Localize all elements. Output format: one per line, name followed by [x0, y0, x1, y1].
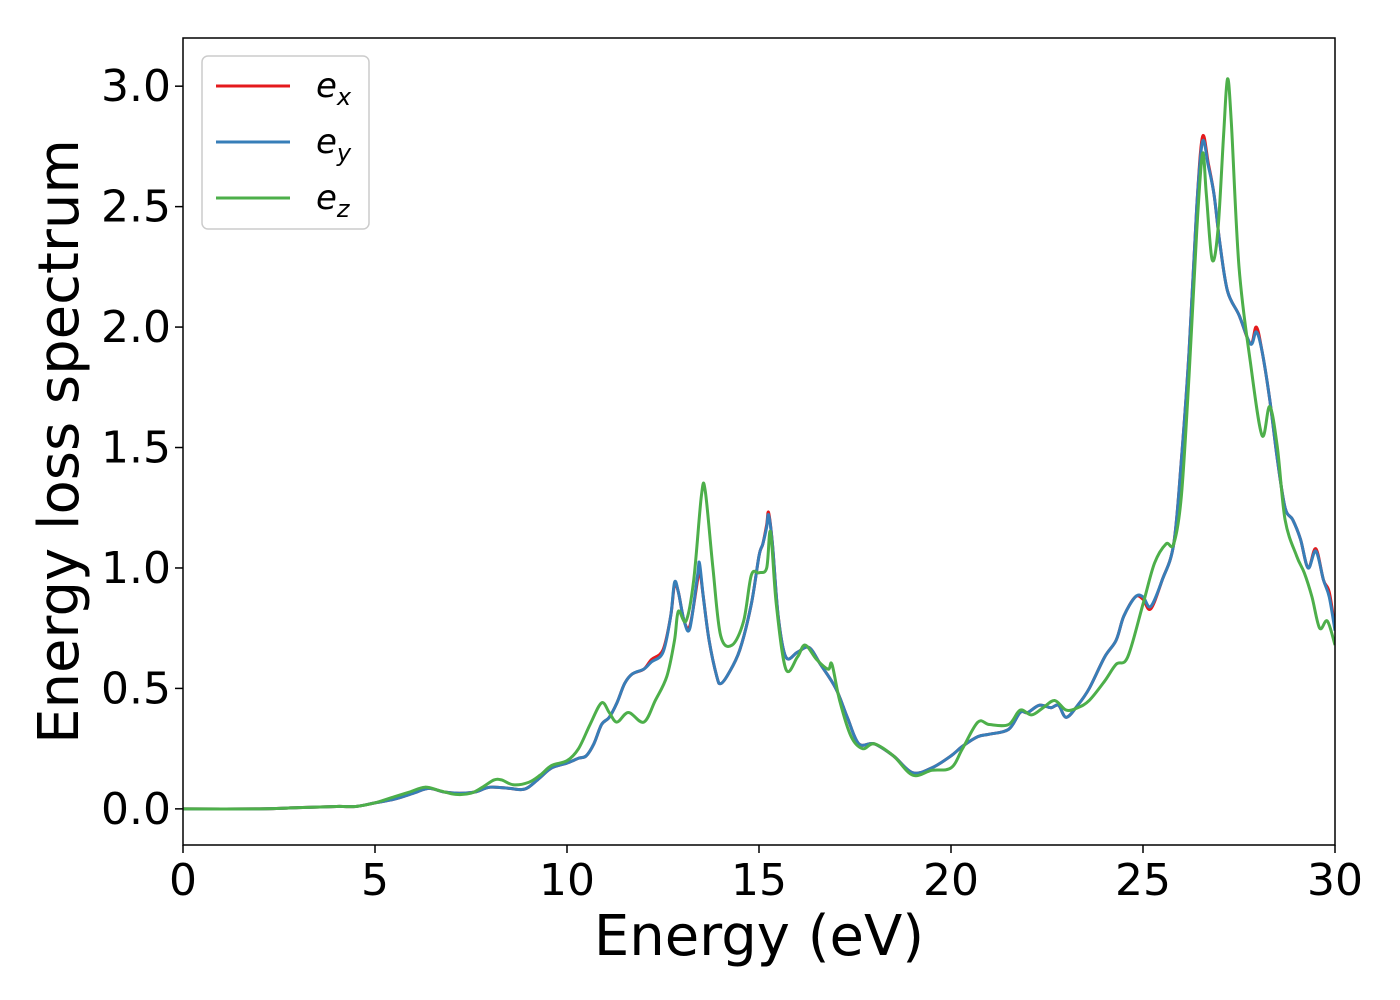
- y-tick-label: 3.0: [101, 61, 171, 112]
- series-line-e-z: [183, 77, 1335, 811]
- y-tick-label: 1.0: [101, 543, 171, 594]
- x-tick-label: 20: [923, 855, 979, 906]
- y-tick-label: 2.0: [101, 302, 171, 353]
- y-tick-label: 0.0: [101, 784, 171, 835]
- legend-label-e-x: ex: [316, 66, 352, 111]
- y-tick-label: 2.5: [101, 182, 171, 233]
- plot-area: [183, 38, 1335, 845]
- x-tick-label: 25: [1115, 855, 1171, 906]
- y-axis-title: Energy loss spectrum: [27, 139, 92, 744]
- y-tick-label: 0.5: [101, 663, 171, 714]
- x-tick-label: 10: [539, 855, 595, 906]
- series-layer: [183, 77, 1335, 811]
- legend: ex ey ez: [201, 55, 370, 230]
- x-tick-label: 5: [361, 855, 389, 906]
- x-axis-title: Energy (eV): [594, 904, 924, 969]
- legend-label-e-z: ez: [316, 178, 351, 223]
- y-tick-label: 1.5: [101, 423, 171, 474]
- x-tick-label: 15: [731, 855, 787, 906]
- y-axis: 0.0 0.5 1.0 1.5 2.0 2.5 3.0: [101, 61, 183, 835]
- x-tick-label: 30: [1307, 855, 1363, 906]
- legend-label-e-y: ey: [316, 122, 352, 167]
- x-axis: 0 5 10 15 20 25 30: [169, 845, 1363, 906]
- x-tick-label: 0: [169, 855, 197, 906]
